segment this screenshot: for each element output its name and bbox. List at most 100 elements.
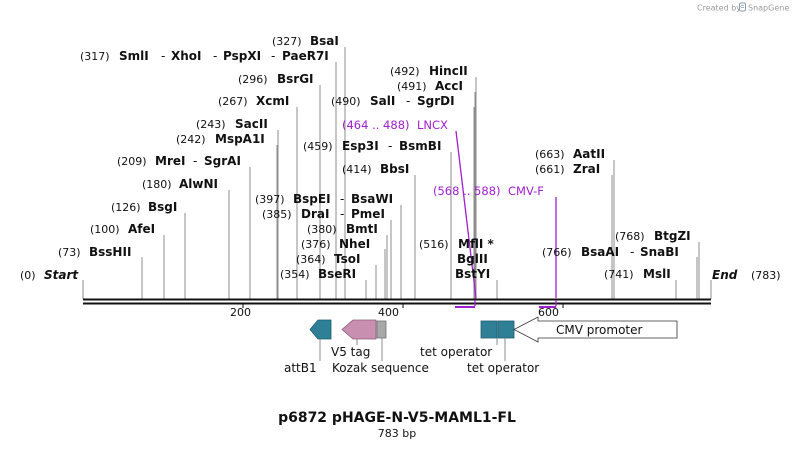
enzyme-pos: (376): [301, 238, 331, 251]
enzyme-afei[interactable]: (100) AfeI: [90, 222, 155, 236]
enzyme-aatii[interactable]: (663) AatII: [535, 147, 605, 161]
svg-text:-: -: [213, 49, 217, 63]
enzyme-name: NheI: [339, 237, 370, 251]
primer-cmvf[interactable]: (568 .. 588) CMV-F: [433, 184, 544, 198]
enzyme-bspei[interactable]: (397) BspEI - BsaWI: [255, 192, 393, 206]
feature-v5tag-label: V5 tag: [331, 345, 370, 359]
enzyme-name: PaeR7I: [282, 49, 329, 63]
enzyme-name: MslI: [643, 267, 671, 281]
enzyme-pos: (385): [262, 208, 292, 221]
primer-range: (568 .. 588): [433, 184, 501, 198]
enzyme-drai[interactable]: (385) DraI - PmeI: [262, 207, 385, 221]
tick-400-label: 400: [378, 306, 399, 319]
enzyme-nhei[interactable]: (376) NheI: [301, 237, 370, 251]
enzyme-bseri[interactable]: (354) BseRI: [280, 267, 356, 281]
enzyme-pos: (766): [542, 246, 572, 259]
enzyme-zrai[interactable]: (661) ZraI: [535, 162, 600, 176]
enzyme-sali[interactable]: (490) SalI - SgrDI: [331, 94, 455, 108]
enzyme-name: BseRI: [318, 267, 356, 281]
svg-text:-: -: [193, 154, 197, 168]
tick-200-label: 200: [230, 306, 251, 319]
enzyme-name: XcmI: [256, 94, 289, 108]
enzyme-esp3i[interactable]: (459) Esp3I - BsmBI: [303, 139, 441, 153]
enzyme-bsai[interactable]: (327) BsaI: [272, 34, 339, 48]
map-title: p6872 pHAGE-N-V5-MAML1-FL: [278, 410, 516, 426]
enzyme-pos: (243): [196, 118, 226, 131]
enzyme-smli[interactable]: (317) SmlI - XhoI - PspXI - PaeR7I: [80, 49, 329, 63]
feature-teto2: [497, 320, 515, 339]
enzyme-bsahii[interactable]: (73) BssHII: [58, 245, 131, 259]
feature-v5tag: [341, 319, 377, 340]
enzyme-bbsi[interactable]: (414) BbsI: [342, 162, 409, 176]
primer-name: LNCX: [417, 118, 448, 132]
start-pos: (0): [20, 269, 36, 282]
enzyme-name: BspEI: [293, 192, 331, 206]
enzyme-btgzi[interactable]: (768) BtgZI: [615, 229, 691, 243]
enzyme-sacii[interactable]: (243) SacII: [196, 117, 268, 131]
enzyme-pos: (242): [176, 133, 206, 146]
enzyme-name: XhoI: [171, 49, 202, 63]
enzyme-name: BtgZI: [654, 229, 691, 243]
feature-cmv-label: CMV promoter: [556, 323, 643, 337]
enzyme-bsaai[interactable]: (766) BsaAI - SnaBI: [542, 245, 679, 259]
enzyme-acci[interactable]: (491) AccI: [397, 79, 463, 93]
enzyme-pos: (354): [280, 268, 310, 281]
primer-bar-cmvf: [539, 306, 556, 308]
enzyme-pos: (741): [604, 268, 634, 281]
feature-attb1-label: attB1: [284, 361, 317, 375]
feature-teto2-label: tet operator: [467, 361, 539, 375]
enzyme-bsrgi[interactable]: (296) BsrGI: [238, 72, 314, 86]
enzyme-name: BsaWI: [351, 192, 393, 206]
enzyme-pos: (364): [296, 253, 326, 266]
enzyme-hincii[interactable]: (492) HincII: [390, 64, 468, 78]
enzyme-pos: (180): [142, 178, 172, 191]
enzyme-pos: (663): [535, 148, 565, 161]
enzyme-pos: (490): [331, 95, 361, 108]
enzyme-alwni[interactable]: (180) AlwNI: [142, 177, 218, 191]
primer-lncx[interactable]: (464 .. 488) LNCX: [342, 118, 448, 132]
snapgene-watermark: Created by SnapGene: [697, 2, 789, 13]
map-length: 783 bp: [378, 427, 416, 440]
enzyme-name: BglII: [457, 252, 488, 266]
primer-range: (464 .. 488): [342, 118, 410, 132]
enzyme-mrei[interactable]: (209) MreI - SgrAI: [117, 154, 241, 168]
feature-kozak: [376, 320, 387, 339]
enzyme-name: SmlI: [119, 49, 149, 63]
enzyme-mspa1i[interactable]: (242) MspA1I: [176, 132, 265, 146]
enzyme-pos: (380): [307, 223, 337, 236]
enzyme-name: BsaI: [310, 34, 339, 48]
enzyme-pos: (296): [238, 73, 268, 86]
enzyme-name: BsgI: [148, 200, 177, 214]
enzyme-xcmi[interactable]: (267) XcmI: [218, 94, 289, 108]
enzyme-name: BsmBI: [399, 139, 441, 153]
feature-teto1: [480, 320, 498, 339]
watermark-prefix: Created by: [697, 4, 741, 13]
enzyme-name: BbsI: [380, 162, 409, 176]
enzyme-name: PspXI: [223, 49, 261, 63]
enzyme-pos: (267): [218, 95, 248, 108]
primer-bars: [455, 300, 557, 308]
enzyme-pos: (327): [272, 35, 302, 48]
enzyme-name: BmtI: [346, 222, 378, 236]
enzyme-labels: (73) BssHII (100) AfeI (126) BsgI (180) …: [58, 34, 691, 281]
enzyme-name: PmeI: [351, 207, 385, 221]
tick-600-label: 600: [538, 306, 559, 319]
svg-text:-: -: [630, 245, 634, 259]
enzyme-bsgi[interactable]: (126) BsgI: [111, 200, 177, 214]
snapgene-logo-icon: [739, 2, 746, 12]
primer-bar-lncx: [455, 306, 475, 308]
svg-text:-: -: [161, 49, 165, 63]
enzyme-name: SgrDI: [417, 94, 455, 108]
enzyme-name: MflI *: [458, 237, 494, 251]
enzyme-msli[interactable]: (741) MslI: [604, 267, 671, 281]
enzyme-tsoi[interactable]: (364) TsoI: [296, 252, 360, 266]
enzyme-mfli[interactable]: (516) MflI * BglII BstYI: [419, 237, 494, 281]
enzyme-name: AlwNI: [179, 177, 218, 191]
enzyme-pos: (73): [58, 246, 81, 259]
enzyme-pos: (414): [342, 163, 372, 176]
feature-teto1-label: tet operator: [420, 345, 492, 359]
enzyme-bmti[interactable]: (380) BmtI: [307, 222, 378, 236]
primer-labels: (464 .. 488) LNCX (568 .. 588) CMV-F: [342, 118, 544, 198]
enzyme-pos: (459): [303, 140, 333, 153]
